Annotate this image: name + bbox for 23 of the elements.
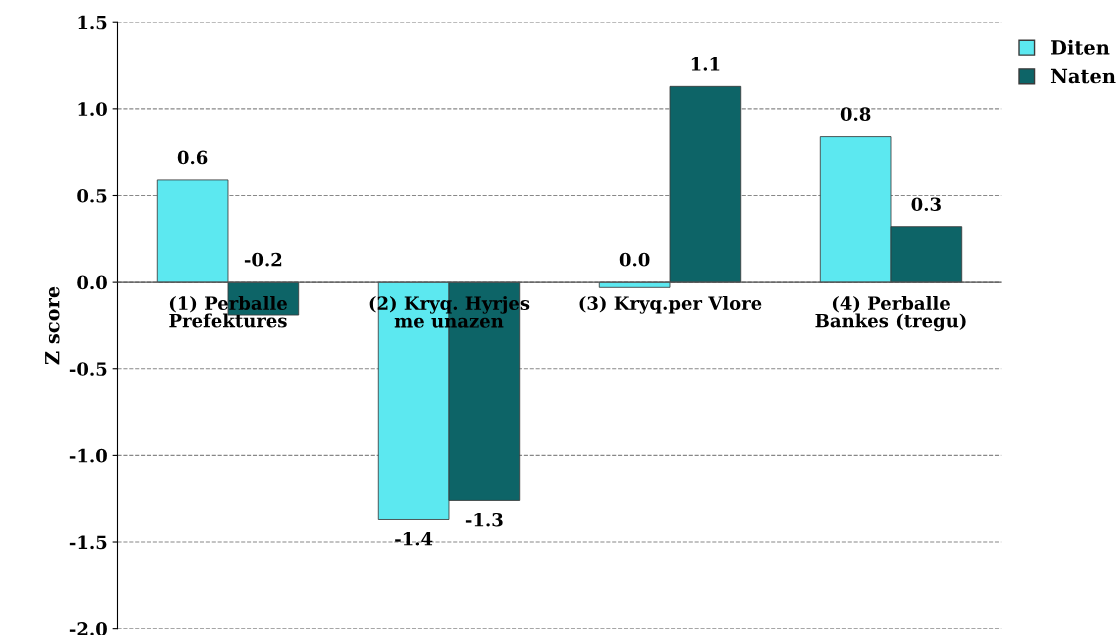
y-tick-label: 1.0 xyxy=(78,102,107,116)
legend-label: Naten xyxy=(1050,68,1116,84)
y-tick-label: -1.0 xyxy=(69,448,107,463)
y-tick-label: 1.5 xyxy=(78,15,107,30)
bar xyxy=(156,179,229,283)
data-label: 0.8 xyxy=(840,107,871,121)
y-tick-label: -2.0 xyxy=(69,622,107,635)
y-tick-label: -0.5 xyxy=(69,362,107,376)
x-tick-label: (3) Kryq.per Vlore xyxy=(579,295,762,314)
y-tick-label: -1.5 xyxy=(69,535,107,550)
data-label: 0.6 xyxy=(177,150,208,165)
legend-label: Diten xyxy=(1051,39,1110,55)
data-label: -0.2 xyxy=(244,252,282,267)
data-label: 0.0 xyxy=(619,252,650,267)
bar xyxy=(669,85,742,283)
data-label: 0.3 xyxy=(911,197,941,212)
data-label: -1.3 xyxy=(465,512,503,527)
y-tick-label: 0.0 xyxy=(77,275,107,290)
y-axis-title: Z score xyxy=(45,286,60,365)
y-tick-label: 0.5 xyxy=(77,188,107,203)
x-tick-label: (4) Perballe Bankes (tregu) xyxy=(815,295,966,332)
data-label: 1.1 xyxy=(691,57,720,71)
data-label: -1.4 xyxy=(395,531,433,546)
